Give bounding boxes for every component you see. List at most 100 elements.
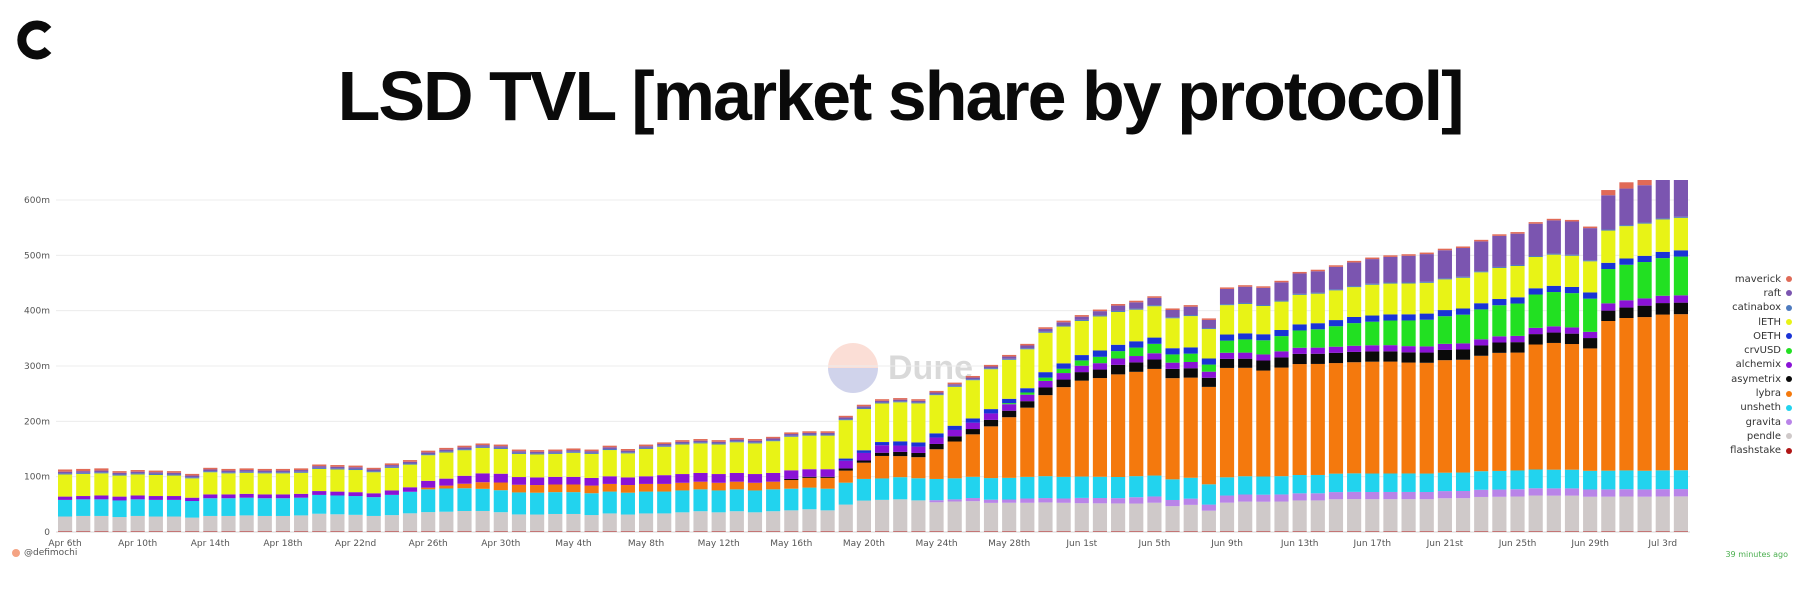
bar-segment-unsheth <box>893 477 908 500</box>
bar-segment-catinabox <box>1147 305 1162 307</box>
bar-segment-OETH <box>1383 314 1398 321</box>
bar-segment-crvUSD <box>1583 298 1598 332</box>
legend-item-crvUSD[interactable]: crvUSD <box>1700 343 1792 357</box>
bar-segment-raft <box>112 472 127 475</box>
bar-segment-unsheth <box>711 490 726 513</box>
legend-item-gravita[interactable]: gravita <box>1700 415 1792 429</box>
bar-segment-maverick <box>711 440 726 442</box>
bar-segment-flashstake <box>1310 530 1325 532</box>
bar-segment-crvUSD <box>1165 354 1180 363</box>
bar-segment-pendle <box>1201 510 1216 531</box>
bar-segment-raft <box>1437 250 1452 279</box>
bar-segment-OETH <box>1655 251 1670 259</box>
bar-segment-asymetrix <box>1056 379 1071 388</box>
bar-segment-maverick <box>384 463 399 466</box>
bar-segment-flashstake <box>94 530 109 532</box>
legend-item-alchemix[interactable]: alchemix <box>1700 358 1792 372</box>
bar-segment-flashstake <box>475 530 490 532</box>
bar-segment-lybra <box>1147 368 1162 476</box>
bar-segment-alchemix <box>1292 347 1307 354</box>
bar-segment-catinabox <box>856 407 871 410</box>
bar-segment-pendle <box>1619 496 1634 531</box>
bar-segment-flashstake <box>348 530 363 532</box>
bar-segment-flashstake <box>221 530 236 532</box>
bar-segment-OETH <box>1310 323 1325 330</box>
legend-item-unsheth[interactable]: unsheth <box>1700 401 1792 415</box>
bar-segment-catinabox <box>784 435 799 437</box>
bar-segment-alchemix <box>1183 361 1198 369</box>
legend-item-asymetrix[interactable]: asymetrix <box>1700 372 1792 386</box>
bar-segment-catinabox <box>983 368 999 370</box>
bar-segment-maverick <box>893 398 908 400</box>
legend-label: unsheth <box>1740 402 1781 414</box>
bar-segment-asymetrix <box>1601 310 1616 321</box>
bar-segment-pendle <box>1601 496 1616 531</box>
bar-segment-gravita <box>1546 488 1561 496</box>
bar-segment-lybra <box>1492 352 1507 471</box>
bar-segment-catinabox <box>76 472 91 474</box>
bar-segment-unsheth <box>439 488 454 512</box>
legend-label: raft <box>1763 287 1781 299</box>
bar-segment-alchemix <box>1002 404 1017 411</box>
bar-segment-unsheth <box>1365 473 1380 492</box>
bar-segment-gravita <box>1637 489 1652 497</box>
bar-segment-alchemix <box>1383 345 1398 352</box>
x-tick-label: Apr 14th <box>191 539 230 549</box>
bar-segment-pendle <box>584 515 599 531</box>
bar-segment-lybra <box>421 487 436 490</box>
bar-segment-unsheth <box>1056 476 1071 499</box>
bar-segment-OETH <box>1129 341 1144 348</box>
bar-segment-gravita <box>965 498 980 502</box>
bar-segment-pendle <box>166 516 182 531</box>
bar-segment-pendle <box>58 516 73 531</box>
bar-segment-raft <box>58 471 73 474</box>
legend-item-catinabox[interactable]: catinabox <box>1700 301 1792 315</box>
legend-swatch <box>1786 347 1792 354</box>
bar-segment-flashstake <box>1111 530 1126 532</box>
legend-item-flashstake[interactable]: flashstake <box>1700 444 1792 458</box>
bar-segment-flashstake <box>1437 530 1452 532</box>
bar-segment-maverick <box>1129 300 1144 303</box>
bar-segment-pendle <box>747 512 763 531</box>
bar-segment-lETH <box>185 478 200 498</box>
bar-segment-pendle <box>1092 503 1108 531</box>
bar-segment-maverick <box>1002 354 1017 357</box>
bar-segment-alchemix <box>1274 351 1289 358</box>
bar-segment-unsheth <box>1183 477 1198 499</box>
legend-item-raft[interactable]: raft <box>1700 286 1792 300</box>
bar-segment-alchemix <box>312 491 327 495</box>
bar-segment-alchemix <box>530 477 545 486</box>
y-tick-label: 600m <box>24 196 50 206</box>
bar-segment-OETH <box>965 418 980 423</box>
bar-segment-asymetrix <box>1619 307 1634 318</box>
bar-segment-lETH <box>1020 349 1035 389</box>
bar-segment-gravita <box>1111 498 1126 504</box>
bar-segment-catinabox <box>584 452 599 454</box>
bar-segment-OETH <box>1074 355 1089 361</box>
bar-segment-maverick <box>1111 304 1126 306</box>
bar-segment-raft <box>675 441 690 444</box>
bar-segment-OETH <box>1183 347 1198 354</box>
legend-item-lybra[interactable]: lybra <box>1700 386 1792 400</box>
bar-segment-catinabox <box>1401 282 1416 284</box>
bar-segment-pendle <box>657 513 672 531</box>
bar-segment-crvUSD <box>1129 347 1144 357</box>
bar-segment-pendle <box>1256 501 1271 531</box>
bar-segment-lETH <box>1183 316 1198 348</box>
legend-item-pendle[interactable]: pendle <box>1700 429 1792 443</box>
legend-item-lETH[interactable]: lETH <box>1700 315 1792 329</box>
legend-item-maverick[interactable]: maverick <box>1700 272 1792 286</box>
bar-segment-asymetrix <box>1074 372 1089 381</box>
bar-segment-raft <box>257 470 272 473</box>
bar-segment-crvUSD <box>1401 320 1416 347</box>
legend-item-OETH[interactable]: OETH <box>1700 329 1792 343</box>
bar-segment-raft <box>1201 319 1216 329</box>
bar-segment-catinabox <box>112 474 127 476</box>
bar-segment-pendle <box>130 515 145 531</box>
bar-segment-pendle <box>112 517 127 531</box>
last-updated-text: 39 minutes ago <box>1725 550 1788 559</box>
bar-segment-alchemix <box>1365 345 1380 352</box>
bar-segment-gravita <box>1601 489 1616 497</box>
bar-segment-catinabox <box>1474 271 1489 273</box>
bar-segment-crvUSD <box>1419 319 1434 347</box>
